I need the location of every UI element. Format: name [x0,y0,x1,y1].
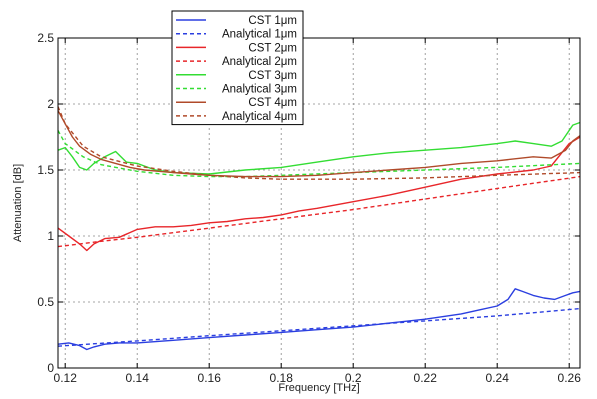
x-tick-label: 0.26 [558,371,582,385]
y-tick-label: 2 [47,97,54,111]
series-line-2 [57,307,581,347]
series-line-6 [57,130,581,178]
legend-label-3: CST 2μm [248,42,297,54]
x-tick-label: 0.16 [198,371,222,385]
legend-label-2: Analytical 1μm [222,29,297,41]
x-tick-label: 0.18 [270,371,294,385]
plot-area [58,38,580,368]
series-line-1 [57,288,581,351]
series-line-3 [57,136,581,252]
legend-label-5: CST 3μm [248,70,297,82]
y-axis-title: Attenuation [dB] [12,164,24,242]
y-tick-label: 0 [47,361,54,375]
y-tick-label: 0.5 [37,295,54,309]
y-tick-label: 2.5 [37,31,54,45]
x-tick-label: 0.22 [414,371,438,385]
legend-label-7: CST 4μm [248,97,297,109]
y-tick-label: 1.5 [37,163,54,177]
y-tick-label: 1 [47,229,54,243]
legend-label-8: Analytical 4μm [222,111,297,123]
legend-label-4: Analytical 2μm [222,56,297,68]
plot-frame [57,37,581,369]
legend-label-1: CST 1μm [248,15,297,27]
series-line-4 [57,175,581,248]
x-tick-label: 0.2 [345,371,362,385]
legend-label-6: Analytical 3μm [222,84,297,96]
series-line-5 [57,121,581,175]
x-axis-ticks: 0.12 0.14 0.16 0.18 0.2 0.22 0.24 0.26 [54,38,582,385]
legend-box [171,10,304,126]
x-tick-label: 0.24 [486,371,510,385]
x-tick-label: 0.14 [126,371,150,385]
series-line-8 [57,106,581,180]
x-tick-label: 0.12 [54,371,78,385]
y-axis-ticks: 0 0.5 1 1.5 2 2.5 [37,31,580,375]
series-layer [57,106,581,351]
x-axis-title: Frequency [THz] [278,382,359,394]
